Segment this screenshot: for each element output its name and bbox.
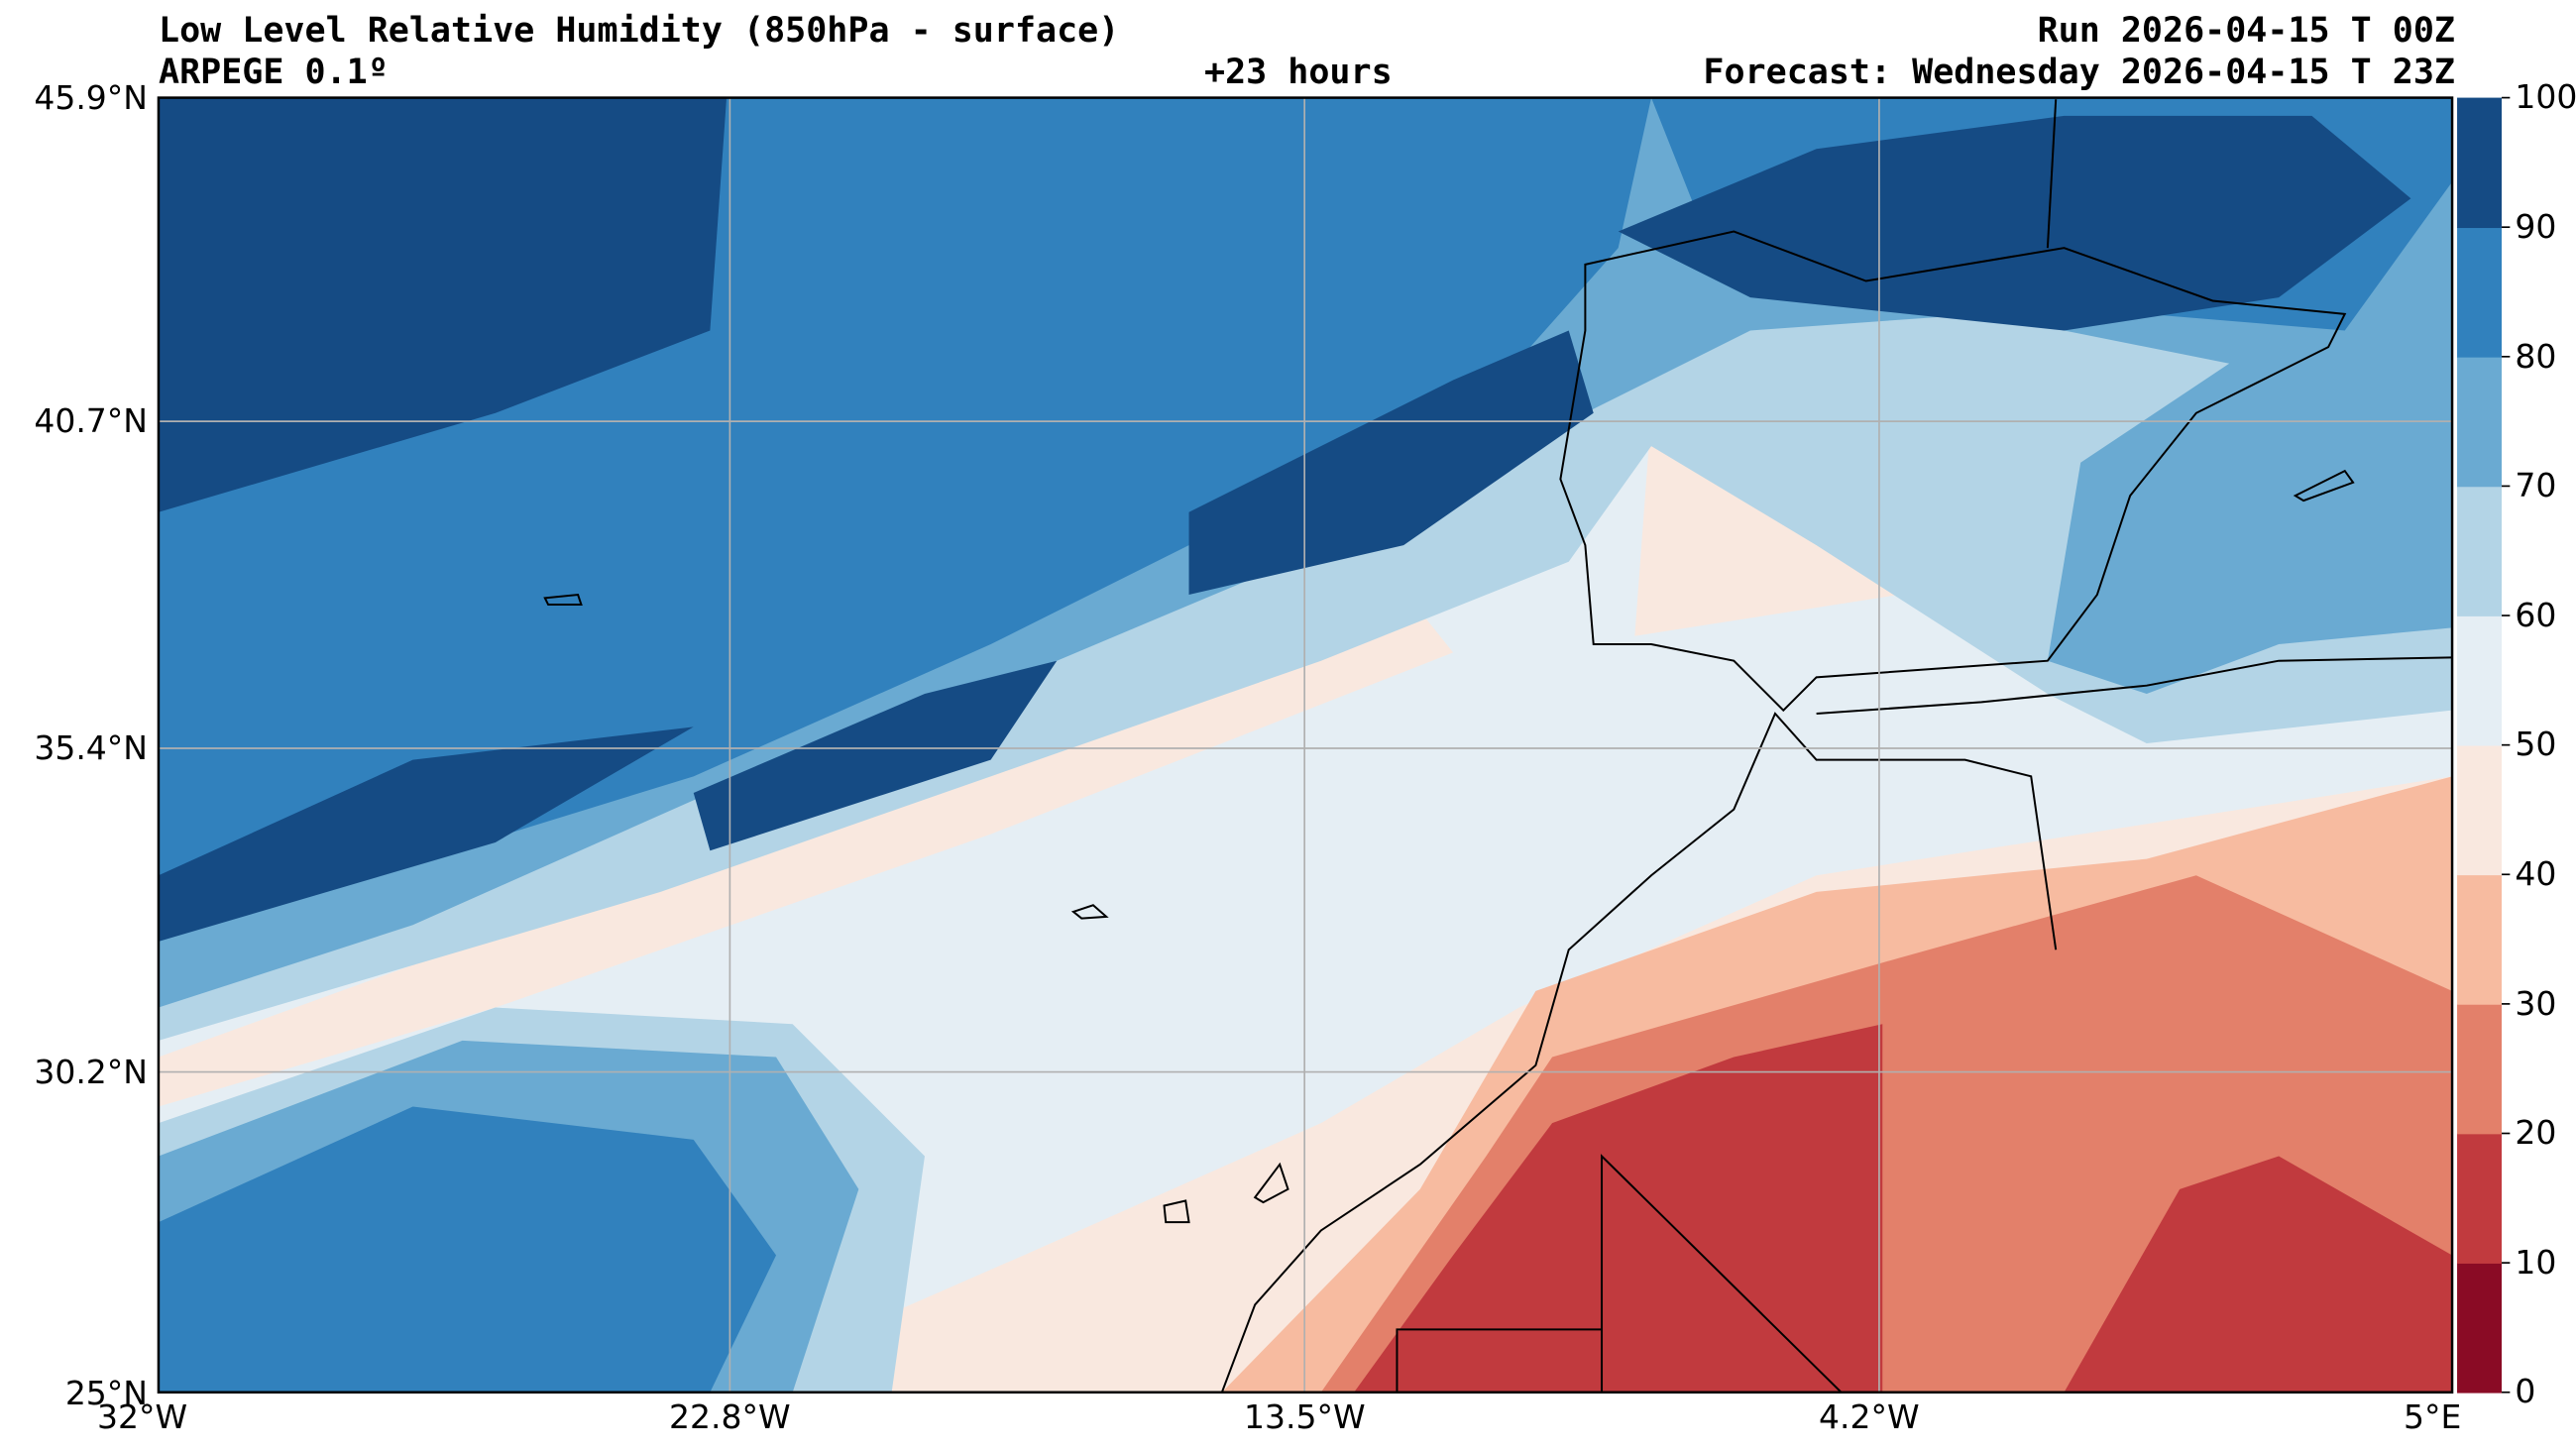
colorbar-tick-label: 20 bbox=[2515, 1113, 2557, 1153]
y-tick-label: 30.2°N bbox=[34, 1053, 148, 1091]
contour-80-90 bbox=[158, 1106, 777, 1393]
colorbar-segment-40-50 bbox=[2457, 744, 2503, 876]
colorbar-segment-70-80 bbox=[2457, 356, 2503, 488]
x-tick-label: 4.2°W bbox=[1819, 1397, 1920, 1436]
colorbar-tick-label: 0 bbox=[2515, 1372, 2536, 1411]
contour-40-50 bbox=[158, 611, 1454, 1107]
colorbar-segment-60-70 bbox=[2457, 486, 2503, 616]
colorbar-segment-10-20 bbox=[2457, 1133, 2503, 1264]
colorbar-tick-label: 80 bbox=[2515, 336, 2557, 376]
x-tick-label: 32°W bbox=[97, 1397, 188, 1436]
colorbar-tick-label: 50 bbox=[2515, 725, 2557, 764]
model-label: ARPEGE 0.1º bbox=[159, 53, 389, 92]
contour-90-100 bbox=[158, 726, 694, 942]
lead-time-label: +23 hours bbox=[1204, 53, 1393, 92]
colorbar bbox=[2457, 96, 2511, 1394]
y-tick-label: 35.4°N bbox=[34, 728, 148, 767]
x-tick-label: 5°E bbox=[2404, 1397, 2462, 1436]
contour-10-20 bbox=[1354, 1024, 1883, 1393]
x-tick-label: 22.8°W bbox=[669, 1397, 791, 1436]
colorbar-tick-label: 10 bbox=[2515, 1242, 2557, 1282]
colorbar-segment-20-30 bbox=[2457, 1003, 2503, 1135]
colorbar-segment-80-90 bbox=[2457, 227, 2503, 358]
coastlines bbox=[543, 99, 2453, 1393]
colorbar-tick-label: 30 bbox=[2515, 983, 2557, 1023]
contour-90-100 bbox=[693, 660, 1058, 851]
colorbar-tick-label: 100 bbox=[2515, 77, 2576, 117]
y-tick-label: 40.7°N bbox=[34, 401, 148, 440]
contour-90-100 bbox=[1618, 115, 2411, 331]
chart-title: Low Level Relative Humidity (850hPa - su… bbox=[159, 11, 1120, 51]
run-label: Run 2026-04-15 T 00Z bbox=[2037, 11, 2455, 51]
colorbar-segment-0-10 bbox=[2457, 1263, 2503, 1394]
colorbar-segment-30-40 bbox=[2457, 874, 2503, 1005]
colorbar-tick-label: 70 bbox=[2515, 466, 2557, 505]
colorbar-tick-label: 60 bbox=[2515, 595, 2557, 634]
contour-90-100 bbox=[1188, 330, 1594, 596]
x-tick-label: 13.5°W bbox=[1244, 1397, 1366, 1436]
contour-10-20 bbox=[2064, 1156, 2453, 1393]
y-tick-label: 45.9°N bbox=[34, 78, 148, 117]
colorbar-segment-90-100 bbox=[2457, 97, 2503, 229]
colorbar-tick-label: 90 bbox=[2515, 206, 2557, 246]
gridlines bbox=[158, 97, 2453, 1393]
colorbar-segment-50-60 bbox=[2457, 615, 2503, 746]
colorbar-tick-label: 40 bbox=[2515, 853, 2557, 893]
contour-90-100 bbox=[158, 97, 728, 512]
y-tick-label: 25°N bbox=[64, 1374, 148, 1412]
forecast-label: Forecast: Wednesday 2026-04-15 T 23Z bbox=[1703, 53, 2455, 92]
map-frame bbox=[157, 96, 2454, 1394]
